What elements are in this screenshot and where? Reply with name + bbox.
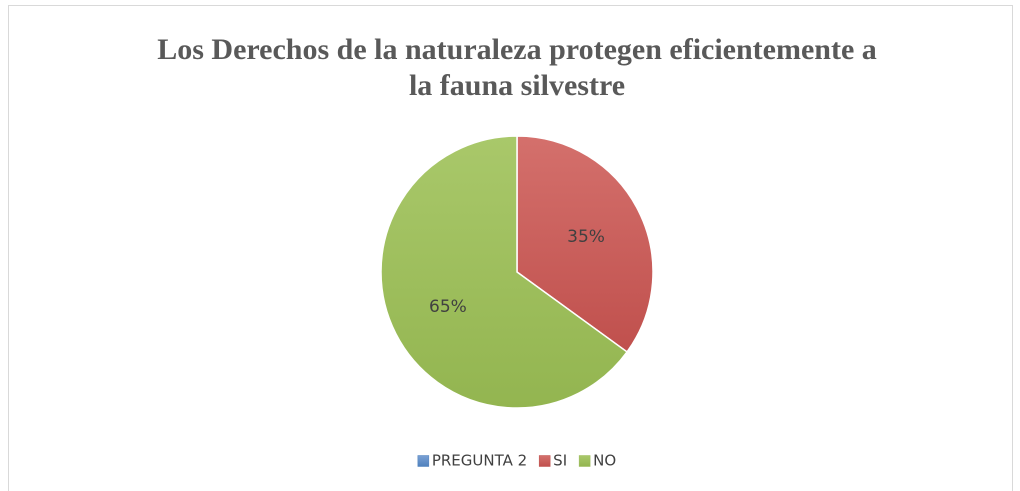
legend: PREGUNTA 2 SI NO xyxy=(417,452,616,470)
data-label: 35% xyxy=(567,227,605,247)
legend-label: SI xyxy=(553,452,567,470)
pie-slice xyxy=(380,135,629,409)
pie-slice xyxy=(516,135,654,353)
chart-frame xyxy=(8,5,1013,491)
data-label: 65% xyxy=(429,297,467,317)
legend-swatch xyxy=(417,455,430,467)
legend-swatch xyxy=(538,455,551,467)
legend-label: PREGUNTA 2 xyxy=(432,452,527,470)
legend-label: NO xyxy=(593,452,616,470)
chart-title: Los Derechos de la naturaleza protegen e… xyxy=(157,33,877,102)
legend-swatch xyxy=(578,455,591,467)
